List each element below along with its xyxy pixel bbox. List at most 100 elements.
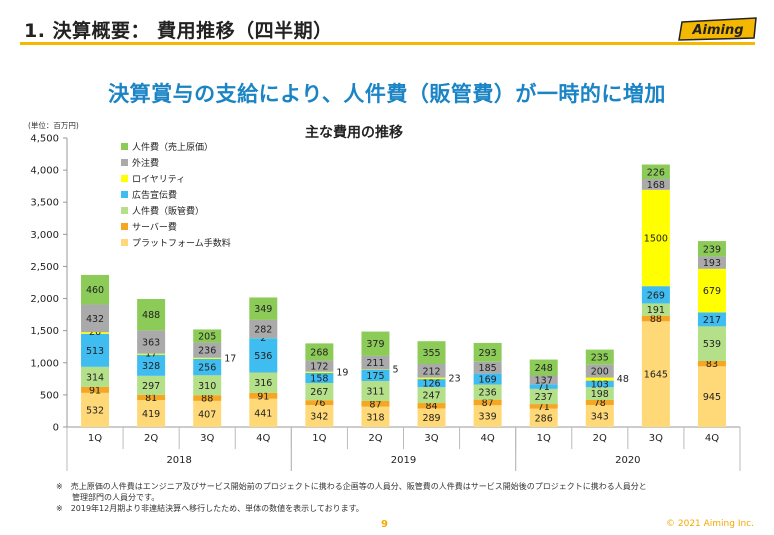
bar-segment	[417, 408, 446, 427]
bar-segment	[585, 364, 614, 378]
bar-segment	[697, 366, 726, 427]
data-label: 212	[422, 366, 440, 377]
data-label: 88	[201, 394, 213, 405]
bar-segment	[81, 392, 110, 427]
copyright: © 2021 Aiming Inc.	[666, 519, 754, 529]
data-label: 169	[479, 375, 497, 386]
slide-subtitle: 決算賞与の支給により、人件費（販管費）が一時的に増加	[108, 82, 666, 106]
bar-segment	[137, 330, 166, 354]
bar-segment	[249, 338, 278, 373]
y-tick-label: 4,500	[30, 134, 59, 145]
legend-label: 人件費（売上原価）	[132, 141, 213, 153]
bar-segment	[137, 375, 166, 395]
bar-segment	[305, 383, 334, 401]
data-label: 193	[703, 258, 721, 269]
data-label: 419	[142, 409, 160, 420]
bar-segment	[641, 179, 670, 190]
y-tick-label: 4,000	[30, 166, 59, 177]
data-label: 256	[198, 363, 216, 374]
bar-segment	[529, 388, 558, 405]
legend-label: サーバー費	[132, 221, 177, 233]
data-label: 311	[366, 387, 384, 398]
bar-segment	[641, 164, 670, 180]
data-label: 91	[257, 391, 269, 402]
unit-label: (単位：百万円)	[28, 121, 79, 130]
data-label: 185	[479, 363, 497, 374]
bar-segment	[417, 341, 446, 364]
bar-segment	[249, 319, 278, 338]
bar-segment	[585, 404, 614, 427]
data-label: 318	[366, 412, 384, 423]
bar-segment	[305, 360, 334, 372]
data-label: 363	[142, 338, 160, 349]
bar-segment	[697, 312, 726, 327]
bar-segment	[697, 268, 726, 313]
data-label: 211	[366, 358, 384, 369]
bar-segment	[361, 400, 390, 407]
bar-segment	[529, 359, 558, 376]
data-label: 235	[591, 353, 609, 364]
data-label: 460	[86, 285, 104, 296]
data-label: 945	[703, 392, 721, 403]
bar-segment	[249, 392, 278, 399]
bar-segment	[249, 297, 278, 320]
data-label: 198	[591, 389, 609, 400]
category-label: 2Q	[144, 433, 158, 444]
bar-segment	[529, 384, 558, 389]
bar-segment	[473, 384, 502, 400]
data-label: 247	[422, 391, 440, 402]
bar-segment	[305, 372, 334, 384]
bar-segment	[137, 354, 166, 376]
data-label: 513	[86, 346, 104, 357]
category-label: 1Q	[88, 433, 102, 444]
y-tick-label: 2,500	[30, 262, 59, 273]
data-label: 103	[591, 379, 609, 390]
data-label: 1645	[644, 370, 668, 381]
data-label: 339	[479, 412, 497, 423]
bar-segment	[417, 363, 446, 378]
data-label: 2	[260, 333, 266, 344]
y-tick-label: 3,500	[30, 198, 59, 209]
bar-segment	[473, 361, 502, 374]
category-label: 2Q	[368, 433, 382, 444]
data-label: 289	[422, 413, 440, 424]
bar-segment	[361, 369, 390, 382]
data-label: 78	[594, 398, 606, 409]
data-label: 268	[310, 347, 328, 358]
bar-segment	[137, 394, 166, 401]
legend-swatch	[121, 191, 128, 198]
page-number: 9	[381, 519, 388, 530]
bar-segment	[585, 377, 614, 381]
bar-segment	[305, 343, 334, 361]
bar-segment	[193, 357, 222, 359]
data-label: 316	[254, 378, 272, 389]
bar-segment	[585, 387, 614, 400]
bar-segment	[81, 332, 110, 334]
bar-segment	[81, 366, 110, 387]
category-label: 4Q	[705, 433, 719, 444]
bar-segment	[417, 403, 446, 409]
data-label: 191	[647, 305, 665, 316]
bar-segment	[641, 286, 670, 304]
data-label: 19	[336, 367, 348, 378]
year-label: 2020	[615, 455, 640, 466]
data-label: 91	[89, 385, 101, 396]
bar-segment	[137, 353, 166, 355]
bar-segment	[641, 321, 670, 427]
bar-segment	[473, 373, 502, 385]
y-tick-label: 2,000	[30, 294, 59, 305]
data-label: 532	[86, 405, 104, 416]
category-label: 3Q	[200, 433, 214, 444]
bar-segment	[529, 404, 558, 409]
bar-segment	[81, 304, 110, 333]
bar-segment	[193, 395, 222, 401]
header-rule	[20, 42, 755, 45]
data-label: 379	[366, 339, 384, 350]
data-label: 17	[224, 353, 236, 364]
data-label: 83	[706, 359, 718, 370]
data-label: 137	[535, 375, 553, 386]
data-label: 248	[535, 363, 553, 374]
bar-segment	[529, 375, 558, 385]
data-label: 236	[479, 388, 497, 399]
bar-segment	[529, 408, 558, 427]
